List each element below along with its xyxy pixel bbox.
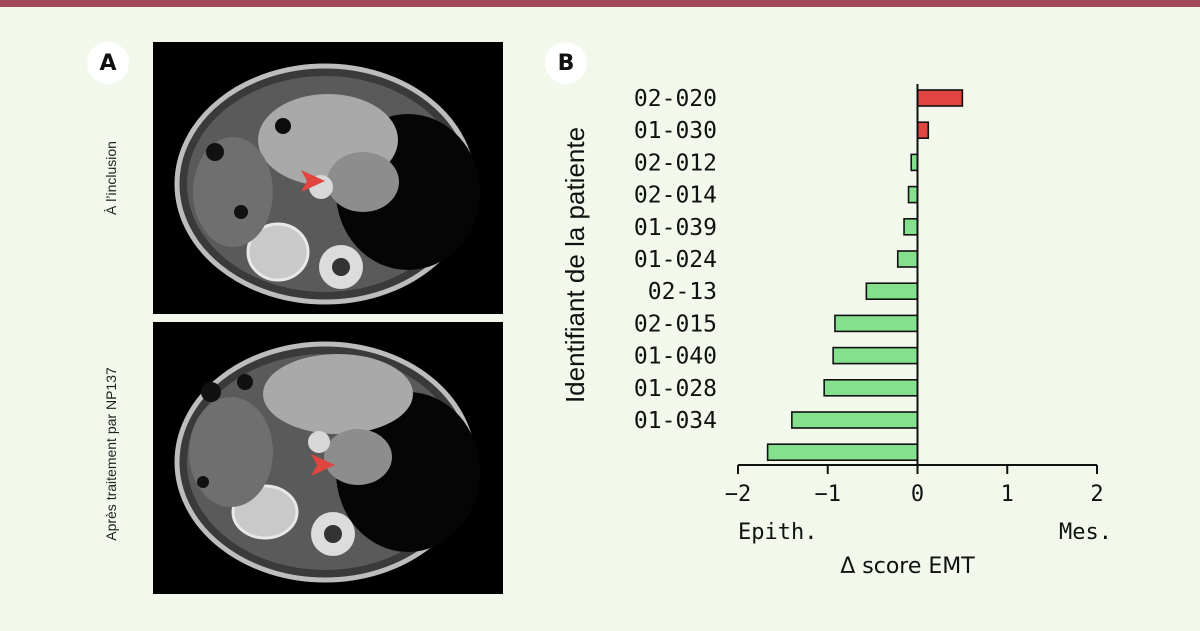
category-label: 02-014 [634, 183, 717, 209]
category-label: 01-024 [634, 247, 717, 273]
bar-01-034 [791, 411, 919, 429]
ct-scan-inclusion [153, 42, 503, 314]
category-label: 01-039 [634, 215, 717, 241]
scan-top-label: À l’inclusion [103, 141, 119, 215]
bar-01-030 [916, 121, 930, 140]
bar-01-039 [903, 218, 919, 236]
x-axis-label: Δ score EMT [840, 554, 975, 579]
x-tick-label: −1 [815, 482, 842, 507]
bar-02-015 [834, 314, 919, 333]
emt-score-bar-chart: −2 −1 0 1 2 02-020 01-030 02-012 02-014 01-039 01… [560, 84, 1112, 579]
x-tick-label: 0 [911, 482, 924, 507]
panel-b-badge: B [545, 42, 587, 84]
scan-bottom-label: Après traitement par NP137 [103, 367, 119, 541]
ct-scan-after-treatment [153, 322, 503, 594]
bar-01-028 [823, 378, 919, 397]
epithelial-annotation: Epith. [738, 520, 817, 545]
category-label: 02-020 [634, 86, 717, 112]
bar-01-024 [896, 250, 919, 268]
y-axis-label: Identifiant de la patiente [560, 127, 590, 403]
category-label: 02-015 [634, 311, 717, 337]
panel-a-badge: A [87, 42, 129, 84]
category-label: 02-012 [634, 150, 717, 176]
x-tick-label: −2 [725, 482, 752, 507]
mesenchymal-annotation: Mes. [1059, 520, 1112, 545]
bar-01-040 [832, 346, 919, 365]
top-rule [0, 0, 1200, 7]
tumor-arrow-icon [301, 170, 325, 192]
bar-02-020 [916, 89, 964, 107]
category-label: 01-028 [634, 376, 717, 402]
x-tick-label: 2 [1090, 482, 1103, 507]
category-label: 02-13 [648, 279, 717, 305]
category-label: 01-034 [634, 408, 717, 434]
x-tick-label: 1 [1001, 482, 1014, 507]
category-label: 01-040 [634, 344, 717, 370]
bar-02-13 [865, 282, 919, 300]
tumor-arrow-icon [311, 454, 335, 476]
bar-02-014 [907, 185, 919, 204]
bar-extra-11 [766, 443, 919, 462]
category-label: 01-030 [634, 118, 717, 144]
